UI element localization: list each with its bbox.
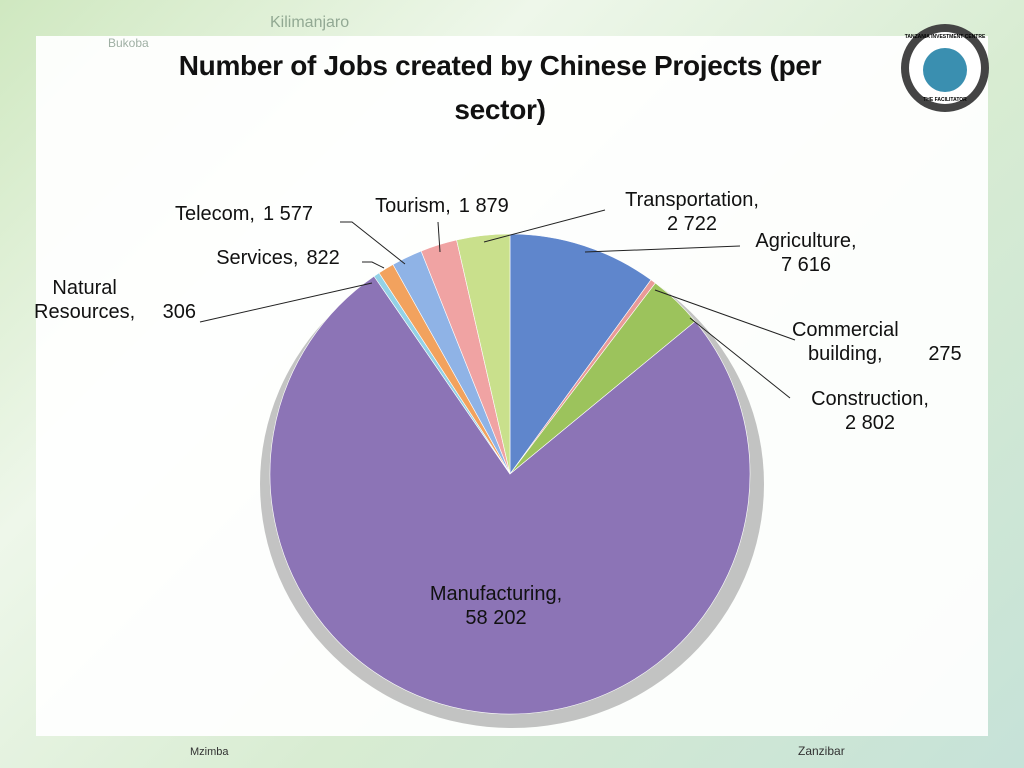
data-label: Construction, 2 802	[811, 387, 929, 435]
map-label: Mzimba	[190, 746, 229, 758]
leader-lines	[199, 209, 796, 399]
value-label: 275	[928, 343, 962, 365]
leader-line	[199, 282, 373, 323]
leader-line	[584, 245, 741, 253]
value-label: 1 577	[262, 203, 314, 225]
data-label: Telecom, 1 577	[175, 202, 313, 226]
category-name: Telecom,	[174, 203, 255, 225]
map-label: Bukoba	[108, 36, 149, 50]
category-name: Commercial building,	[791, 319, 899, 365]
value-label: 822	[306, 247, 340, 269]
value-label: 7 616	[780, 254, 832, 276]
data-label: Agriculture, 7 616	[755, 229, 856, 277]
data-label: Transportation, 2 722	[625, 188, 759, 236]
category-name: Services,	[216, 247, 299, 269]
data-label: Tourism, 1 879	[375, 194, 509, 218]
pie-slice	[509, 233, 652, 475]
pie-slice	[269, 275, 751, 715]
value-label: 58 202	[465, 607, 527, 629]
value-label: 2 722	[666, 213, 718, 235]
logo-text: TANZANIA INVESTMENT CENTRE	[905, 34, 986, 40]
leader-line	[483, 209, 606, 243]
leader-line	[689, 317, 791, 399]
leader-line	[340, 221, 406, 265]
value-label: 2 802	[844, 412, 896, 434]
category-name: Tourism,	[375, 195, 451, 217]
value-label: 306	[162, 301, 196, 323]
leader-line	[654, 289, 796, 341]
pie-slice	[456, 233, 511, 475]
value-label: 1 879	[458, 195, 509, 217]
map-label: Kilimanjaro	[270, 14, 350, 31]
category-name: Agriculture,	[755, 230, 857, 252]
logo: TANZANIA INVESTMENT CENTRE THE FACILITAT…	[901, 24, 989, 112]
data-label: Manufacturing, 58 202	[430, 582, 562, 630]
map-label: Zanzibar	[798, 744, 845, 758]
data-label: Commercial building, 275	[770, 318, 962, 366]
category-name: Transportation,	[625, 189, 759, 211]
data-label: Services, 822	[216, 246, 340, 270]
category-name: Construction,	[811, 388, 929, 410]
data-label: Natural Resources, 306	[15, 276, 196, 324]
leader-line	[437, 221, 441, 253]
category-name: Manufacturing,	[429, 583, 563, 605]
leader-line	[362, 261, 385, 269]
chart-title: Number of Jobs created by Chinese Projec…	[178, 50, 822, 125]
logo-text: THE FACILITATOR	[923, 97, 967, 103]
pie	[269, 233, 751, 715]
category-name: Natural Resources,	[34, 277, 136, 323]
logo-center	[923, 48, 967, 92]
